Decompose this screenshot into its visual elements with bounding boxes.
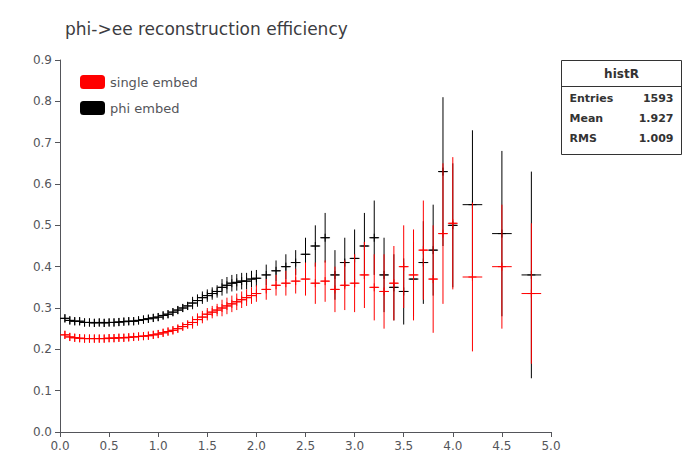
svg-text:0.9: 0.9 — [33, 53, 52, 67]
svg-text:0.7: 0.7 — [33, 136, 52, 150]
svg-text:0.6: 0.6 — [33, 177, 52, 191]
svg-text:2.5: 2.5 — [296, 439, 315, 453]
svg-text:0.0: 0.0 — [50, 439, 69, 453]
svg-text:1.927: 1.927 — [639, 112, 674, 125]
svg-text:Mean: Mean — [570, 112, 604, 125]
svg-text:4.5: 4.5 — [492, 439, 511, 453]
svg-text:histR: histR — [604, 67, 639, 81]
svg-text:1593: 1593 — [643, 92, 674, 105]
svg-text:0.2: 0.2 — [33, 342, 52, 356]
svg-text:0.5: 0.5 — [100, 439, 119, 453]
svg-text:1.5: 1.5 — [198, 439, 217, 453]
svg-text:0.4: 0.4 — [33, 260, 52, 274]
svg-text:Entries: Entries — [570, 92, 614, 105]
svg-text:0.1: 0.1 — [33, 384, 52, 398]
svg-text:single embed: single embed — [110, 75, 198, 90]
svg-text:0.0: 0.0 — [33, 425, 52, 439]
svg-text:0.5: 0.5 — [33, 218, 52, 232]
svg-text:RMS: RMS — [570, 132, 597, 145]
svg-text:phi embed: phi embed — [110, 101, 179, 116]
svg-text:0.3: 0.3 — [33, 301, 52, 315]
svg-text:0.8: 0.8 — [33, 94, 52, 108]
svg-text:3.0: 3.0 — [345, 439, 364, 453]
svg-text:4.0: 4.0 — [443, 439, 462, 453]
svg-text:1.009: 1.009 — [639, 132, 674, 145]
svg-text:5.0: 5.0 — [541, 439, 560, 453]
svg-text:phi->ee reconstruction efficie: phi->ee reconstruction efficiency — [65, 19, 348, 39]
svg-text:2.0: 2.0 — [247, 439, 266, 453]
svg-text:1.0: 1.0 — [149, 439, 168, 453]
svg-text:3.5: 3.5 — [394, 439, 413, 453]
